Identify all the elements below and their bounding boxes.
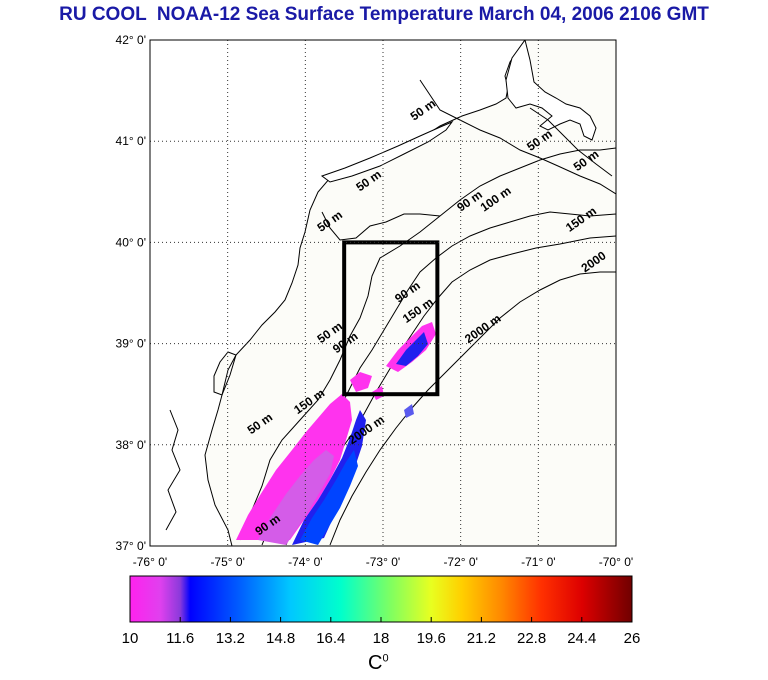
colorbar-tick-label: 18 bbox=[372, 630, 390, 647]
latitude-labels: 42° 0' 41° 0' 40° 0' 39° 0' 38° 0' 37° 0' bbox=[116, 33, 146, 553]
lat-tick-label: 38° 0' bbox=[116, 438, 146, 452]
lat-tick-label: 39° 0' bbox=[116, 337, 146, 351]
lat-tick-label: 42° 0' bbox=[116, 33, 146, 47]
colorbar-tick-label: 13.2 bbox=[215, 630, 245, 647]
lon-tick-label: -71° 0' bbox=[521, 555, 555, 569]
colorbar-tick-label: 19.6 bbox=[416, 630, 446, 647]
colorbar bbox=[129, 575, 633, 623]
plot-frame bbox=[149, 39, 617, 547]
colorbar-tick-label: 14.8 bbox=[265, 630, 296, 647]
lat-tick-label: 40° 0' bbox=[116, 235, 146, 249]
colorbar-tick-label: 11.6 bbox=[166, 630, 195, 647]
long-island bbox=[320, 120, 454, 183]
lat-tick-label: 37° 0' bbox=[116, 539, 146, 553]
chesapeake-inlet bbox=[165, 409, 181, 531]
lon-tick-label: -72° 0' bbox=[443, 555, 477, 569]
lon-tick-label: -76° 0' bbox=[133, 555, 167, 569]
colorbar-tick-label: 21.2 bbox=[466, 630, 496, 647]
sst-swath bbox=[236, 322, 436, 545]
new-england-coast bbox=[505, 40, 597, 141]
colorbar-tick-label: 10 bbox=[121, 630, 139, 647]
lon-tick-label: -74° 0' bbox=[288, 555, 322, 569]
delaware-bay bbox=[213, 351, 237, 396]
colorbar-unit: C0 bbox=[368, 652, 389, 675]
colorbar-tick-label: 24.4 bbox=[567, 630, 597, 647]
page-title: RU COOL NOAA-12 Sea Surface Temperature … bbox=[59, 4, 709, 25]
lat-lon-grid bbox=[150, 40, 616, 546]
colorbar-tick-label: 22.8 bbox=[516, 630, 547, 647]
colorbar-tick-label: 16.4 bbox=[316, 630, 346, 647]
lon-tick-label: -70° 0' bbox=[599, 555, 633, 569]
colorbar-tick-marks bbox=[129, 617, 633, 622]
longitude-labels: -76° 0' -75° 0' -74° 0' -73° 0' -72° 0' -71° … bbox=[133, 555, 633, 569]
lon-tick-label: -75° 0' bbox=[210, 555, 244, 569]
colorbar-tick-label: 26 bbox=[623, 630, 641, 647]
lon-tick-label: -73° 0' bbox=[366, 555, 400, 569]
lat-tick-label: 41° 0' bbox=[116, 134, 146, 148]
colorbar-unit-text: C bbox=[368, 652, 383, 674]
colorbar-unit-superscript: 0 bbox=[382, 652, 389, 665]
